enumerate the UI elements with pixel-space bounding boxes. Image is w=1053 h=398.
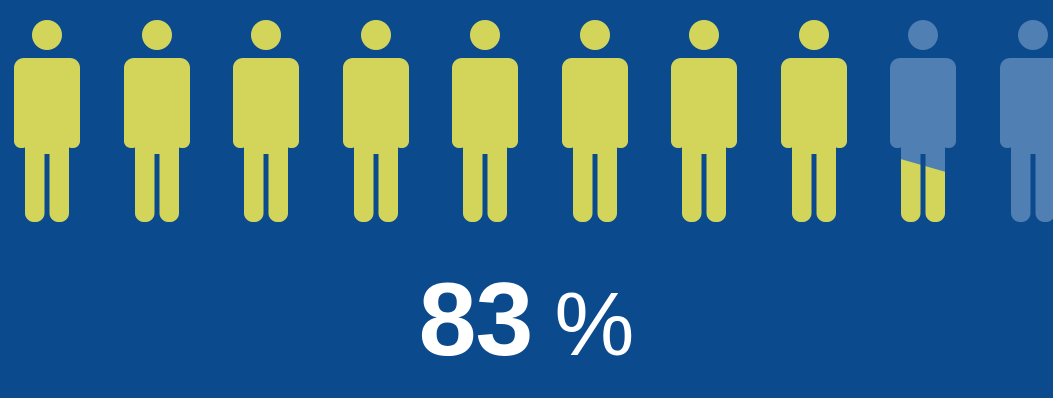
percentage-value: 83 [418,262,534,378]
person-icon [452,20,518,222]
person-icon [890,20,956,222]
people-row [14,20,1053,222]
percent-sign: % [554,275,635,375]
person-icon [233,20,299,222]
person-icon [14,20,80,222]
percentage-label: 83% [0,268,1053,388]
person-icon [780,20,847,222]
person-icon [999,20,1053,222]
person-icon [561,20,628,222]
person-icon [671,20,737,222]
person-icon [123,20,190,222]
person-icon [342,20,409,222]
